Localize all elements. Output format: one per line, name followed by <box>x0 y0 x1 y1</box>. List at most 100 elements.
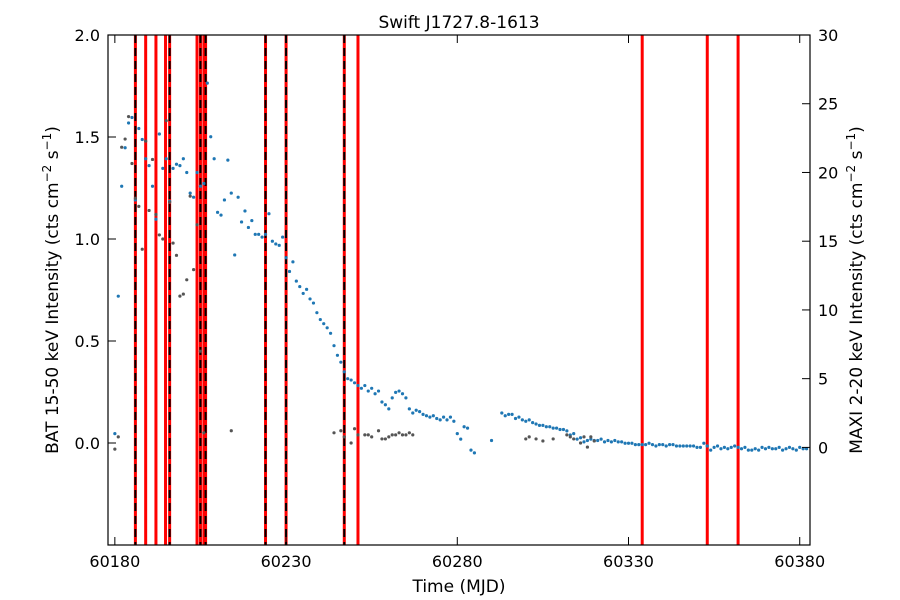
bat-data-point <box>376 429 381 433</box>
maxi-data-point <box>681 444 685 448</box>
maxi-data-point <box>284 256 288 260</box>
maxi-data-point <box>277 243 281 247</box>
maxi-data-point <box>507 412 511 417</box>
maxi-data-point <box>113 432 117 436</box>
bat-data-point <box>178 294 182 298</box>
maxi-data-point <box>192 195 196 199</box>
bat-data-point <box>342 435 346 439</box>
maxi-data-point <box>640 443 644 447</box>
maxi-data-point <box>205 81 209 85</box>
maxi-data-point <box>736 445 740 449</box>
maxi-data-point <box>561 427 566 432</box>
maxi-data-point <box>623 441 627 445</box>
right-y-tick-label: 25 <box>818 95 838 114</box>
maxi-data-point <box>161 166 165 170</box>
maxi-data-point <box>599 437 603 441</box>
bat-data-point <box>400 433 405 437</box>
maxi-data-point <box>123 146 127 150</box>
maxi-data-point <box>287 269 292 274</box>
bat-data-point <box>356 433 360 437</box>
right-y-axis-label: MAXI 2-20 keV Intensity (cts cm−2 s−1) <box>844 126 867 454</box>
maxi-data-point <box>178 163 182 168</box>
maxi-data-point <box>270 239 274 243</box>
maxi-data-point <box>342 370 346 374</box>
maxi-data-point <box>760 445 764 449</box>
left-y-axis-label: BAT 15-50 keV Intensity (cts cm−2 s−1) <box>40 126 63 454</box>
maxi-data-point <box>195 170 199 175</box>
maxi-data-point <box>585 438 590 443</box>
maxi-data-point <box>366 389 370 393</box>
maxi-data-point <box>407 407 411 411</box>
bat-data-point <box>137 204 141 208</box>
maxi-data-point <box>400 392 405 396</box>
maxi-data-point <box>130 115 134 120</box>
bat-data-point <box>551 437 555 441</box>
maxi-data-point <box>674 444 679 448</box>
bat-data-point <box>524 437 528 441</box>
maxi-data-point <box>763 447 768 451</box>
right-y-tick-label: 0 <box>818 438 828 457</box>
maxi-data-point <box>359 386 364 390</box>
x-axis-label: Time (MJD) <box>411 577 505 597</box>
maxi-data-point <box>352 381 357 385</box>
maxi-data-point <box>801 447 805 451</box>
maxi-data-point <box>455 432 459 436</box>
x-tick-label: 60230 <box>261 552 312 571</box>
left-y-tick-label: 2.0 <box>75 26 100 45</box>
maxi-data-point <box>531 421 535 425</box>
maxi-data-point <box>671 443 675 447</box>
maxi-data-point <box>263 232 268 236</box>
left-y-tick-label: 1.0 <box>75 230 100 249</box>
maxi-data-point <box>267 212 271 216</box>
maxi-data-point <box>702 441 706 445</box>
maxi-data-point <box>363 383 367 388</box>
maxi-data-point <box>602 440 607 444</box>
maxi-data-point <box>140 137 144 142</box>
left-y-axis-ticks: 0.0 0.5 1.0 1.5 2.0 <box>75 26 116 453</box>
maxi-data-point <box>346 377 350 381</box>
maxi-data-point <box>770 447 774 451</box>
maxi-data-point <box>116 294 120 298</box>
maxi-data-point <box>767 445 771 449</box>
bat-data-point <box>202 431 206 435</box>
bat-data-point <box>582 435 586 439</box>
x-tick-label: 60380 <box>774 552 825 571</box>
maxi-data-point <box>609 440 613 444</box>
maxi-data-point <box>147 163 151 168</box>
maxi-data-point <box>370 386 374 390</box>
bat-data-point <box>534 437 538 441</box>
x-tick-label: 60280 <box>432 552 483 571</box>
bat-data-point <box>161 237 165 241</box>
maxi-data-point <box>582 440 586 444</box>
maxi-data-point <box>544 425 548 429</box>
maxi-data-point <box>558 427 562 432</box>
maxi-data-point <box>781 448 785 452</box>
bat-data-point <box>592 439 596 443</box>
maxi-data-point <box>589 437 593 441</box>
maxi-data-point <box>291 260 295 264</box>
bat-data-point <box>198 349 203 353</box>
maxi-data-point <box>729 445 733 449</box>
maxi-data-point <box>524 419 528 423</box>
maxi-data-point <box>572 432 576 436</box>
maxi-data-point <box>233 253 237 257</box>
maxi-data-point <box>787 445 792 449</box>
maxi-data-point <box>335 353 340 357</box>
maxi-data-point <box>513 416 518 421</box>
maxi-data-point <box>356 383 360 388</box>
maxi-data-point <box>250 218 254 223</box>
maxi-data-point <box>390 396 394 400</box>
bat-data-point <box>370 435 374 439</box>
maxi-data-point <box>202 181 206 186</box>
maxi-data-point <box>236 195 240 199</box>
maxi-data-point <box>281 235 285 239</box>
maxi-data-point <box>565 429 569 433</box>
maxi-data-point <box>685 444 689 448</box>
maxi-data-point <box>548 425 552 429</box>
bat-data-point <box>147 208 151 213</box>
maxi-data-point <box>311 301 316 305</box>
maxi-data-point <box>328 331 333 335</box>
maxi-data-point <box>739 447 744 451</box>
bat-data-point <box>363 433 367 437</box>
